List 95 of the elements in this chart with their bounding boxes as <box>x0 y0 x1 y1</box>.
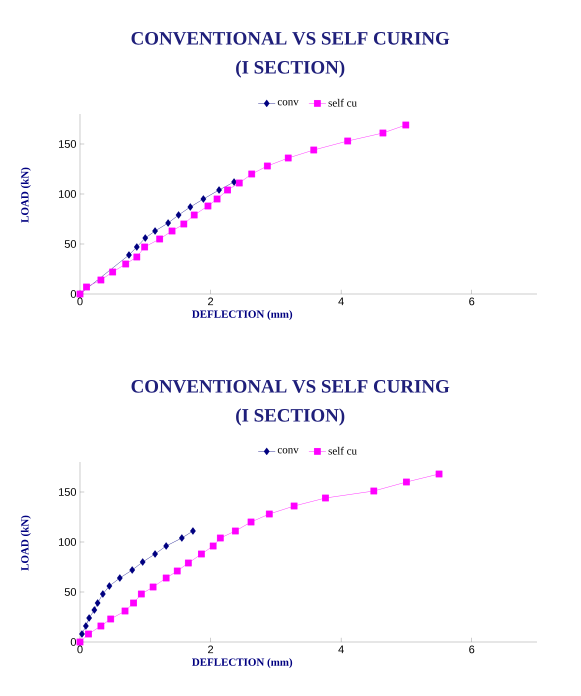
point <box>98 622 104 630</box>
point <box>210 542 217 550</box>
point <box>204 202 212 210</box>
point <box>344 138 352 144</box>
point <box>86 614 92 622</box>
point <box>133 254 140 260</box>
point <box>109 268 116 276</box>
point <box>130 600 137 606</box>
y-tick-label: 0 <box>70 290 76 298</box>
point <box>190 527 196 535</box>
point <box>290 502 298 510</box>
legend-label: conv <box>278 100 299 106</box>
chart-subtitle: (I SECTION) <box>236 60 344 78</box>
point <box>126 251 132 259</box>
point <box>165 219 172 227</box>
y-tick-label: 100 <box>59 190 76 198</box>
chart-title: CONVENTIONAL VS SELF CURING <box>132 380 450 393</box>
y-tick-label: 150 <box>59 140 76 148</box>
point <box>232 528 239 534</box>
x-tick-label: 0 <box>77 298 83 306</box>
point <box>248 518 254 526</box>
point <box>180 220 188 228</box>
point <box>231 178 237 186</box>
point <box>140 558 146 566</box>
chart-subtitle: (I SECTION) <box>236 408 344 426</box>
y-tick-label: 150 <box>59 488 76 496</box>
y-tick-label: 0 <box>70 638 76 646</box>
point <box>184 560 192 566</box>
point <box>264 162 271 170</box>
legend-label: self cu <box>328 98 357 107</box>
point <box>156 236 164 242</box>
point <box>266 510 273 518</box>
point <box>214 196 220 202</box>
point <box>122 608 128 614</box>
point <box>142 234 148 242</box>
point <box>152 227 158 235</box>
point <box>107 616 114 622</box>
x-tick-label: 6 <box>469 646 474 654</box>
point <box>150 584 157 590</box>
point <box>85 630 92 638</box>
point <box>116 574 123 582</box>
point <box>122 260 130 268</box>
point <box>100 590 106 598</box>
point <box>168 228 176 234</box>
x-axis-title: DEFLECTION (mm) <box>192 658 292 668</box>
point <box>436 470 442 478</box>
legend-label: self cu <box>328 446 357 455</box>
point <box>310 146 318 154</box>
point <box>163 542 170 550</box>
y-tick-label: 50 <box>64 240 76 248</box>
point <box>284 154 292 162</box>
point <box>224 186 231 194</box>
point <box>176 211 182 219</box>
x-tick-label: 4 <box>338 646 344 654</box>
point <box>402 122 410 128</box>
x-tick-label: 4 <box>338 298 344 306</box>
x-tick-label: 6 <box>469 298 474 306</box>
x-tick-label: 2 <box>208 646 214 654</box>
x-tick-label: 2 <box>208 298 214 306</box>
point <box>200 195 206 203</box>
point <box>162 574 170 582</box>
point <box>138 590 145 598</box>
point <box>141 244 148 250</box>
x-tick-label: 0 <box>77 646 83 654</box>
point <box>216 186 222 194</box>
point <box>152 550 158 558</box>
point <box>134 243 140 251</box>
point <box>129 566 136 574</box>
point <box>236 180 243 186</box>
point <box>216 534 224 542</box>
point <box>174 568 181 574</box>
point <box>190 212 198 218</box>
point <box>403 478 410 486</box>
point <box>76 638 84 646</box>
y-tick-label: 100 <box>59 538 76 546</box>
point <box>98 276 104 284</box>
point <box>380 130 386 136</box>
point <box>94 599 101 607</box>
y-axis-title: LOAD (kN) <box>20 516 31 571</box>
y-axis-title: LOAD (kN) <box>20 168 31 223</box>
legend-label: conv <box>278 448 299 454</box>
y-tick-label: 50 <box>64 588 76 596</box>
chart-title: CONVENTIONAL VS SELF CURING <box>132 32 450 45</box>
point <box>178 534 185 542</box>
point <box>83 284 90 290</box>
point <box>82 622 89 630</box>
point <box>322 494 329 502</box>
point <box>91 606 98 614</box>
point <box>248 170 256 178</box>
point <box>198 550 205 558</box>
x-axis-title: DEFLECTION (mm) <box>192 310 292 320</box>
point <box>79 630 85 638</box>
point <box>106 582 112 590</box>
point <box>187 203 194 211</box>
point <box>370 488 378 494</box>
